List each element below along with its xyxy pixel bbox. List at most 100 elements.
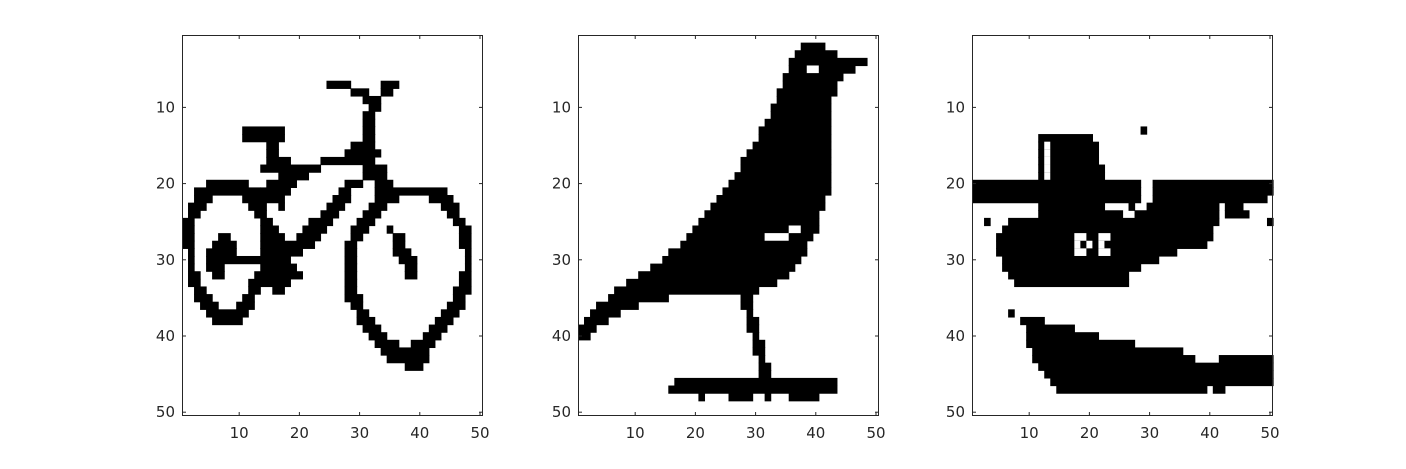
pixel-run	[302, 225, 328, 234]
pixel-run	[380, 88, 394, 97]
pixel-run-highlight	[1044, 156, 1051, 165]
pixel-run	[422, 332, 442, 341]
pixel-run	[458, 233, 472, 242]
pixel-run	[362, 210, 382, 219]
pixel-run	[728, 179, 832, 188]
pixel-run	[704, 210, 820, 219]
pixel-run	[392, 233, 406, 242]
pixel-run	[626, 278, 778, 288]
pixel-run	[218, 233, 231, 242]
boat-binary-image	[972, 126, 1274, 394]
pixel-run	[1056, 385, 1208, 394]
y-tick-label: 10	[552, 98, 571, 116]
pixel-run	[344, 278, 358, 288]
pixel-run	[758, 370, 772, 379]
pixel-run	[182, 240, 195, 249]
panel-boat: 10 20 30 40 50 10 20 30 40 50	[946, 35, 1280, 442]
pixel-run	[404, 263, 418, 272]
pixel-run-highlight	[1044, 172, 1051, 180]
pixel-run	[260, 248, 303, 257]
pixel-run	[1140, 126, 1148, 135]
pixel-run-highlight	[1098, 240, 1105, 249]
pixel-run	[1002, 225, 1214, 234]
y-tick-label: 30	[552, 251, 571, 269]
x-tick-label: 10	[230, 424, 249, 442]
pixel-run	[1044, 370, 1274, 379]
axes-box	[182, 35, 483, 416]
y-tick-label: 50	[552, 403, 571, 421]
pixel-run	[794, 50, 838, 59]
pixel-run	[758, 126, 832, 135]
pixel-run	[1020, 316, 1045, 326]
pixel-run	[1050, 377, 1274, 387]
pixel-run	[374, 195, 400, 204]
pixel-run	[254, 271, 303, 280]
pixel-run	[296, 233, 322, 242]
pixel-run	[1038, 202, 1106, 211]
pixel-run	[362, 134, 376, 143]
pixel-run	[1152, 195, 1268, 204]
pixel-run	[374, 339, 400, 349]
pixel-run	[362, 95, 382, 105]
pixel-run	[320, 156, 376, 166]
pixel-run	[758, 355, 766, 364]
pixel-run	[752, 347, 766, 356]
pixel-run	[464, 263, 472, 272]
pixel-run	[188, 248, 195, 257]
pixel-run	[686, 233, 814, 242]
pixel-run	[350, 233, 364, 242]
pixel-run	[464, 255, 472, 265]
pixel-run	[1038, 141, 1100, 150]
pixel-run-highlight	[1074, 240, 1081, 249]
pixel-run	[674, 377, 838, 387]
y-tick-label: 30	[946, 251, 965, 269]
pixel-run	[356, 217, 376, 227]
pixel-run	[260, 263, 297, 272]
axes-box	[578, 35, 879, 416]
pixel-run	[362, 111, 376, 120]
pixel-run	[188, 263, 195, 272]
pixel-run	[458, 240, 472, 249]
y-tick-label: 40	[552, 327, 571, 345]
pixel-run	[782, 80, 838, 89]
pixel-run	[1008, 309, 1015, 318]
pixel-run	[458, 271, 472, 280]
pixel-run	[440, 202, 460, 211]
pixel-run	[698, 393, 706, 402]
pixel-run	[650, 263, 796, 272]
pixel-run	[248, 286, 261, 295]
pixel-run	[692, 225, 820, 234]
pixel-run	[410, 339, 436, 349]
pixel-run	[278, 172, 310, 181]
pixel-run	[788, 57, 868, 67]
pixel-run	[374, 179, 394, 188]
pixel-run	[428, 324, 448, 333]
pixel-run	[248, 278, 291, 288]
pixel-run	[212, 316, 243, 326]
x-tick-label: 40	[1200, 424, 1219, 442]
pixel-run	[398, 255, 418, 265]
pixel-run	[740, 294, 754, 303]
pixel-run	[1128, 202, 1136, 211]
x-tick-label: 20	[1080, 424, 1099, 442]
pixel-run	[320, 210, 340, 219]
pixel-run	[260, 240, 316, 249]
pixel-run-highlight	[1044, 149, 1051, 157]
y-tick-label: 40	[946, 327, 965, 345]
pixel-run-highlight	[806, 65, 819, 74]
pixel-run	[266, 141, 279, 150]
x-tick-label: 20	[290, 424, 309, 442]
pixel-run	[368, 332, 388, 341]
pixel-run	[260, 233, 285, 242]
bird-binary-image	[578, 42, 868, 402]
pixel-run	[1008, 271, 1130, 280]
pixel-run	[782, 73, 844, 82]
x-tick-label: 40	[806, 424, 825, 442]
pixel-run	[578, 324, 597, 333]
pixel-run	[272, 286, 285, 295]
axes-box	[972, 35, 1273, 416]
pixel-run	[1026, 332, 1100, 341]
pixel-run	[428, 195, 454, 204]
pixel-run	[608, 294, 669, 303]
